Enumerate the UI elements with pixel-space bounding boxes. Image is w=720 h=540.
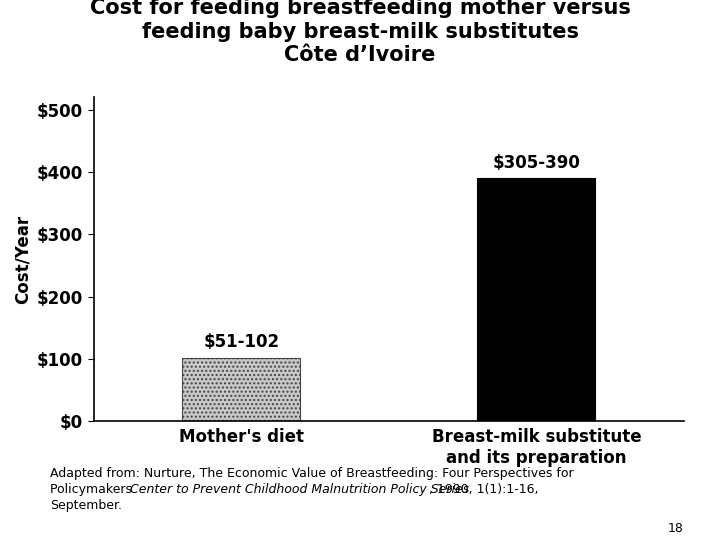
- Y-axis label: Cost/Year: Cost/Year: [14, 214, 32, 304]
- Text: 18: 18: [668, 522, 684, 535]
- Text: Adapted from: Nurture, The Economic Value of Breastfeeding: Four Perspectives fo: Adapted from: Nurture, The Economic Valu…: [50, 467, 574, 480]
- Bar: [477, 178, 595, 421]
- Text: $305-390: $305-390: [492, 154, 580, 172]
- Text: Policymakers.: Policymakers.: [50, 483, 140, 496]
- Text: Center to Prevent Childhood Malnutrition Policy Series: Center to Prevent Childhood Malnutrition…: [130, 483, 469, 496]
- Text: Cost for feeding breastfeeding mother versus
feeding baby breast-milk substitute: Cost for feeding breastfeeding mother ve…: [89, 0, 631, 65]
- Text: September.: September.: [50, 500, 122, 512]
- Text: $51-102: $51-102: [203, 333, 279, 352]
- Text: , 1990, 1(1):1-16,: , 1990, 1(1):1-16,: [429, 483, 539, 496]
- Bar: [182, 357, 300, 421]
